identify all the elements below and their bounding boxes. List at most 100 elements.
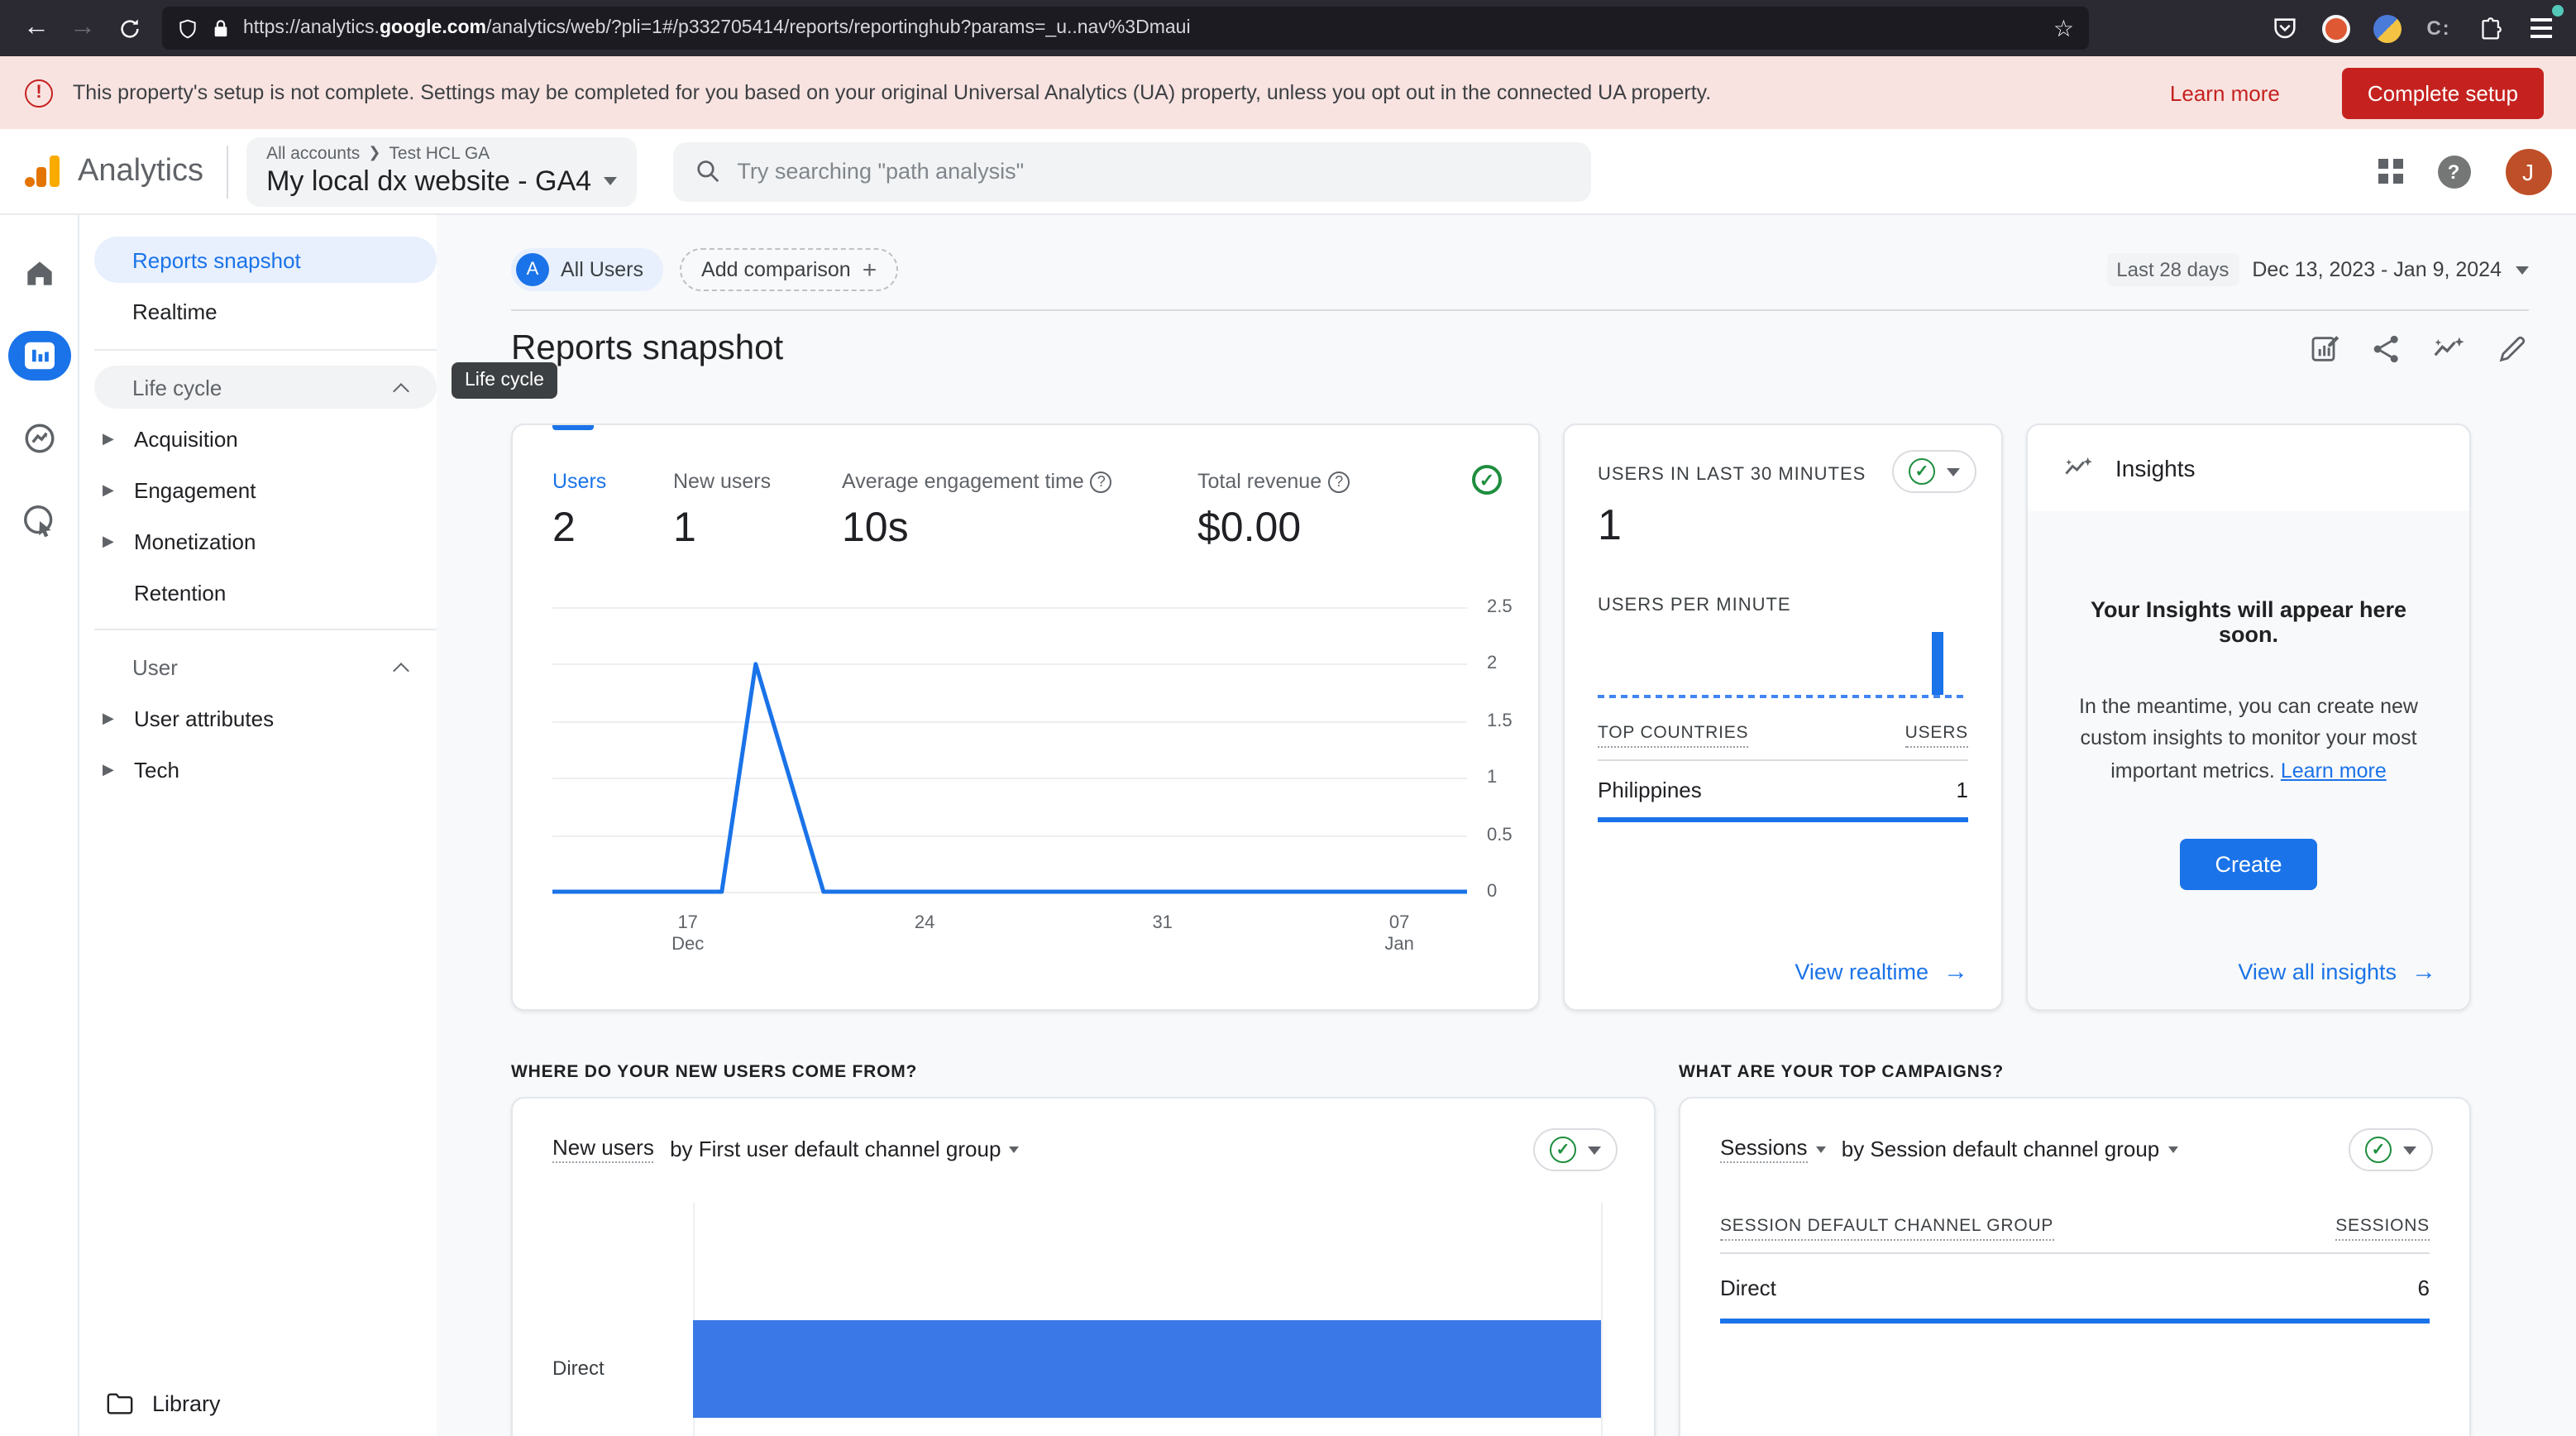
- menu-icon[interactable]: [2526, 13, 2556, 43]
- chevron-up-icon: [393, 662, 409, 678]
- advertising-nav-icon[interactable]: [7, 496, 70, 546]
- avatar[interactable]: J: [2505, 148, 2551, 194]
- sidebar-item-acquisition[interactable]: ▶Acquisition: [79, 417, 437, 460]
- reports-nav-icon[interactable]: [7, 331, 70, 381]
- active-metric-indicator: [552, 425, 594, 430]
- insights-learn-more-link[interactable]: Learn more: [2281, 759, 2387, 783]
- life-cycle-tooltip: Life cycle: [452, 362, 557, 399]
- metric-tab-users[interactable]: Users 2: [552, 470, 673, 553]
- sidebar-item-library[interactable]: Library: [79, 1391, 221, 1416]
- arrow-right-icon: →: [1943, 960, 1968, 984]
- reload-glyph: [117, 16, 141, 41]
- complete-setup-button[interactable]: Complete setup: [2343, 67, 2543, 118]
- help-icon[interactable]: ?: [2437, 155, 2470, 188]
- section-headers: WHERE DO YOUR NEW USERS COME FROM? WHAT …: [511, 1062, 2528, 1082]
- insights-icon[interactable]: [2430, 333, 2467, 366]
- colorzilla-extension-icon[interactable]: C:: [2424, 13, 2454, 43]
- shield-icon[interactable]: [177, 17, 198, 39]
- help-circle-icon[interactable]: ?: [1091, 471, 1112, 492]
- dimension-selector[interactable]: by Session default channel group: [1842, 1137, 2160, 1161]
- metric-tab-avg-engagement-time[interactable]: Average engagement time? 10s: [842, 470, 1197, 553]
- sidebar-item-monetization[interactable]: ▶Monetization: [79, 519, 437, 562]
- home-nav-icon[interactable]: [7, 248, 70, 298]
- bar-track: [693, 1320, 1601, 1418]
- metric-value: 2: [552, 505, 673, 553]
- search-icon: [694, 157, 720, 185]
- realtime-data-quality-pill[interactable]: ✓: [1892, 450, 1976, 493]
- view-realtime-link[interactable]: View realtime→: [1795, 960, 1968, 984]
- edit-icon[interactable]: [2495, 333, 2528, 366]
- sidebar-item-realtime[interactable]: Realtime: [79, 288, 437, 334]
- date-range-preset: Last 28 days: [2106, 253, 2239, 286]
- lock-icon[interactable]: [212, 17, 230, 39]
- product-name: Analytics: [78, 153, 203, 189]
- forward-icon[interactable]: →: [60, 7, 106, 50]
- create-insight-button[interactable]: Create: [2180, 839, 2316, 890]
- insights-card: Insights Your Insights will appear here …: [2026, 424, 2471, 1011]
- sidebar-item-retention[interactable]: Retention: [79, 571, 437, 614]
- browser-toolbar: ← → https://analytics.google.com/analyti…: [0, 0, 2576, 56]
- search-input[interactable]: [737, 159, 1569, 184]
- search-bar[interactable]: [672, 141, 1590, 201]
- sidebar-item-tech[interactable]: ▶Tech: [79, 748, 437, 791]
- table-divider: [1720, 1252, 2430, 1254]
- chevron-down-icon: [1009, 1146, 1019, 1152]
- date-range-text: Dec 13, 2023 - Jan 9, 2024: [2252, 258, 2502, 281]
- banner-learn-more-link[interactable]: Learn more: [2170, 80, 2280, 105]
- help-circle-icon[interactable]: ?: [1328, 471, 1350, 492]
- share-icon[interactable]: [2369, 333, 2402, 366]
- view-all-insights-link[interactable]: View all insights→: [2238, 960, 2436, 984]
- metric-tab-new-users[interactable]: New users 1: [673, 470, 842, 553]
- metric-value: 1: [673, 505, 842, 553]
- browser-window: ← → https://analytics.google.com/analyti…: [0, 0, 2576, 1436]
- dimension-selector[interactable]: by First user default channel group: [670, 1137, 1001, 1161]
- expand-arrow-icon: ▶: [103, 481, 126, 499]
- sidebar-section-user[interactable]: User: [79, 645, 437, 688]
- apps-grid-icon[interactable]: [2378, 160, 2402, 184]
- pocket-extension-icon[interactable]: [2270, 13, 2300, 43]
- metric-selector[interactable]: New users: [552, 1135, 654, 1163]
- bookmark-star-icon[interactable]: ☆: [2053, 17, 2074, 40]
- sidebar-section-life-cycle[interactable]: Life cycle: [94, 366, 437, 409]
- check-circle-icon: ✓: [1909, 458, 1935, 485]
- y-axis-labels: 2.521.510.50: [1467, 604, 1520, 903]
- sidebar-item-reports-snapshot[interactable]: Reports snapshot: [94, 237, 437, 283]
- campaigns-data-quality-pill[interactable]: ✓: [2349, 1128, 2433, 1171]
- sidebar-item-user-attributes[interactable]: ▶User attributes: [79, 696, 437, 740]
- data-quality-icon[interactable]: ✓: [1472, 465, 1502, 495]
- sidebar: Reports snapshot Realtime Life cycle ▶Ac…: [79, 215, 437, 1436]
- comparison-toolbar: A All Users Add comparison + Last 28 day…: [511, 248, 2528, 291]
- duckduckgo-extension-icon[interactable]: [2321, 13, 2351, 43]
- explore-nav-icon[interactable]: [7, 414, 70, 463]
- new-users-data-quality-pill[interactable]: ✓: [1533, 1128, 1618, 1171]
- metric-tab-total-revenue[interactable]: Total revenue? $0.00: [1197, 470, 1498, 553]
- segment-a-icon: A: [516, 253, 549, 286]
- header-divider: [227, 145, 228, 198]
- line-series: [552, 604, 1467, 903]
- customize-report-icon[interactable]: [2308, 333, 2341, 366]
- date-range-selector[interactable]: Last 28 days Dec 13, 2023 - Jan 9, 2024: [2106, 253, 2528, 286]
- add-comparison-chip[interactable]: Add comparison +: [680, 248, 898, 291]
- extension-icons: C:: [2270, 13, 2563, 43]
- chevron-down-icon: [1947, 467, 1960, 476]
- reload-icon[interactable]: [106, 7, 152, 50]
- notification-dot: [2551, 5, 2563, 17]
- country-row: Philippines 1: [1598, 778, 1968, 802]
- main-content: A All Users Add comparison + Last 28 day…: [437, 215, 2576, 1436]
- all-users-chip[interactable]: A All Users: [511, 248, 663, 291]
- insights-description: In the meantime, you can create new cust…: [2061, 692, 2436, 787]
- sidebar-item-engagement[interactable]: ▶Engagement: [79, 468, 437, 511]
- chevron-down-icon: [1588, 1146, 1601, 1154]
- metric-selector[interactable]: Sessions: [1720, 1135, 1808, 1163]
- account-property-selector[interactable]: All accounts❯Test HCL GA My local dx web…: [246, 136, 636, 206]
- bar-category-label: Direct: [552, 1357, 605, 1380]
- back-icon[interactable]: ←: [13, 7, 60, 50]
- url-bar[interactable]: https://analytics.google.com/analytics/w…: [162, 7, 2089, 50]
- password-manager-extension-icon[interactable]: [2373, 13, 2402, 43]
- new-users-bar-chart: Direct: [552, 1203, 1614, 1436]
- extensions-puzzle-icon[interactable]: [2475, 13, 2505, 43]
- nav-rail: [0, 215, 79, 1436]
- page-title-row: Reports snapshot: [511, 329, 2528, 369]
- expand-arrow-icon: ▶: [103, 429, 126, 448]
- chevron-down-icon: [1816, 1146, 1826, 1152]
